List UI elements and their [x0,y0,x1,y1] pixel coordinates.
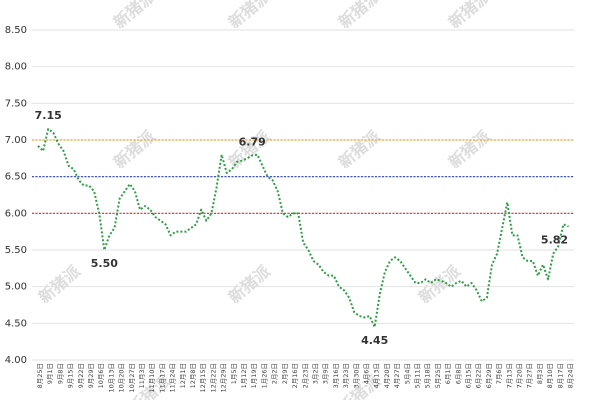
x-tick-label: 3月30日 [352,363,360,388]
y-tick-label: 5.50 [5,245,27,256]
x-tick-label: 6月15日 [464,363,472,388]
x-tick-label: 8月24日 [567,363,575,388]
x-tick-label: 5月25日 [434,363,442,388]
watermark: 新猪派 [335,126,385,172]
x-tick-label: 8月17日 [556,363,564,388]
y-tick-label: 4.50 [5,318,27,329]
x-tick-label: 3月23日 [342,363,350,388]
data-line [37,128,569,328]
x-tick-label: 7月20日 [515,363,523,388]
x-tick-label: 9月22日 [77,363,85,388]
y-tick-label: 6.50 [5,172,27,183]
x-tick-label: 1月5日 [230,363,238,384]
x-tick-label: 11月10日 [148,363,156,393]
watermark: 新猪派 [335,0,385,32]
value-label: 6.79 [239,135,266,148]
x-tick-label: 2月2日 [271,363,279,384]
x-tick-label: 6月1日 [444,363,452,384]
x-tick-label: 2月9日 [281,363,289,384]
x-tick-label: 12月1日 [179,363,187,388]
x-tick-label: 9月29日 [87,363,95,388]
watermark: 新猪派 [110,0,160,32]
x-tick-label: 4月13日 [373,363,381,388]
watermark: 新猪派 [225,261,275,307]
x-tick-label: 4月20日 [383,363,391,388]
x-tick-label: 9月8日 [56,363,64,384]
watermark: 新猪派 [225,126,275,172]
value-label: 7.15 [35,109,62,122]
x-tick-label: 9月1日 [46,363,54,384]
x-tick-label: 6月29日 [485,363,493,388]
x-tick-label: 10月20日 [118,363,126,393]
x-tick-label: 10月13日 [107,363,115,393]
x-tick-label: 4月27日 [393,363,401,388]
x-tick-label: 1月12日 [240,363,248,388]
x-tick-label: 5月18日 [424,363,432,388]
x-tick-label: 3月2日 [311,363,319,384]
x-tick-label: 12月8日 [189,363,197,388]
watermark: 新猪派 [415,261,465,307]
value-label: 5.50 [91,257,118,270]
x-tick-label: 7月13日 [505,363,513,388]
y-tick-label: 7.50 [5,98,27,109]
x-tick-label: 5月11日 [413,363,421,388]
value-label: 5.82 [541,234,568,247]
x-tick-label: 3月9日 [322,363,330,384]
y-tick-label: 8.00 [5,62,27,73]
x-tick-label: 12月15日 [199,363,207,393]
x-tick-label: 10月27日 [128,363,136,393]
x-tick-label: 6月22日 [475,363,483,388]
watermark: 新猪派 [445,0,495,32]
watermark: 新猪派 [110,126,160,172]
y-tick-label: 5.00 [5,282,27,293]
x-tick-label: 12月22日 [209,363,217,393]
watermark: 新猪派 [445,126,495,172]
x-tick-label: 11月17日 [158,363,166,393]
x-tick-label: 2月16日 [291,363,299,388]
x-tick-label: 7月27日 [526,363,534,388]
x-tick-label: 2月23日 [301,363,309,388]
x-tick-label: 9月15日 [67,363,75,388]
x-tick-label: 11月3日 [138,363,146,388]
watermark: 新猪派 [225,0,275,32]
x-tick-label: 5月4日 [403,363,411,384]
x-tick-label: 11月24日 [169,363,177,393]
y-tick-label: 4.00 [5,355,27,366]
y-tick-label: 6.00 [5,208,27,219]
x-tick-label: 8月10日 [546,363,554,388]
x-tick-label: 4月6日 [362,363,370,384]
x-tick-label: 10月6日 [97,363,105,388]
x-tick-label: 1月19日 [250,363,258,388]
watermark: 新猪派 [35,261,85,307]
x-tick-label: 12月29日 [220,363,228,393]
y-tick-label: 8.50 [5,25,27,36]
x-tick-label: 7月6日 [495,363,503,384]
x-tick-label: 6月8日 [454,363,462,384]
x-tick-label: 1月26日 [260,363,268,388]
value-label: 4.45 [361,334,388,347]
x-tick-label: 8月3日 [536,363,544,384]
x-tick-label: 3月16日 [332,363,340,388]
y-tick-label: 7.00 [5,135,27,146]
x-tick-label: 8月25日 [36,363,44,388]
